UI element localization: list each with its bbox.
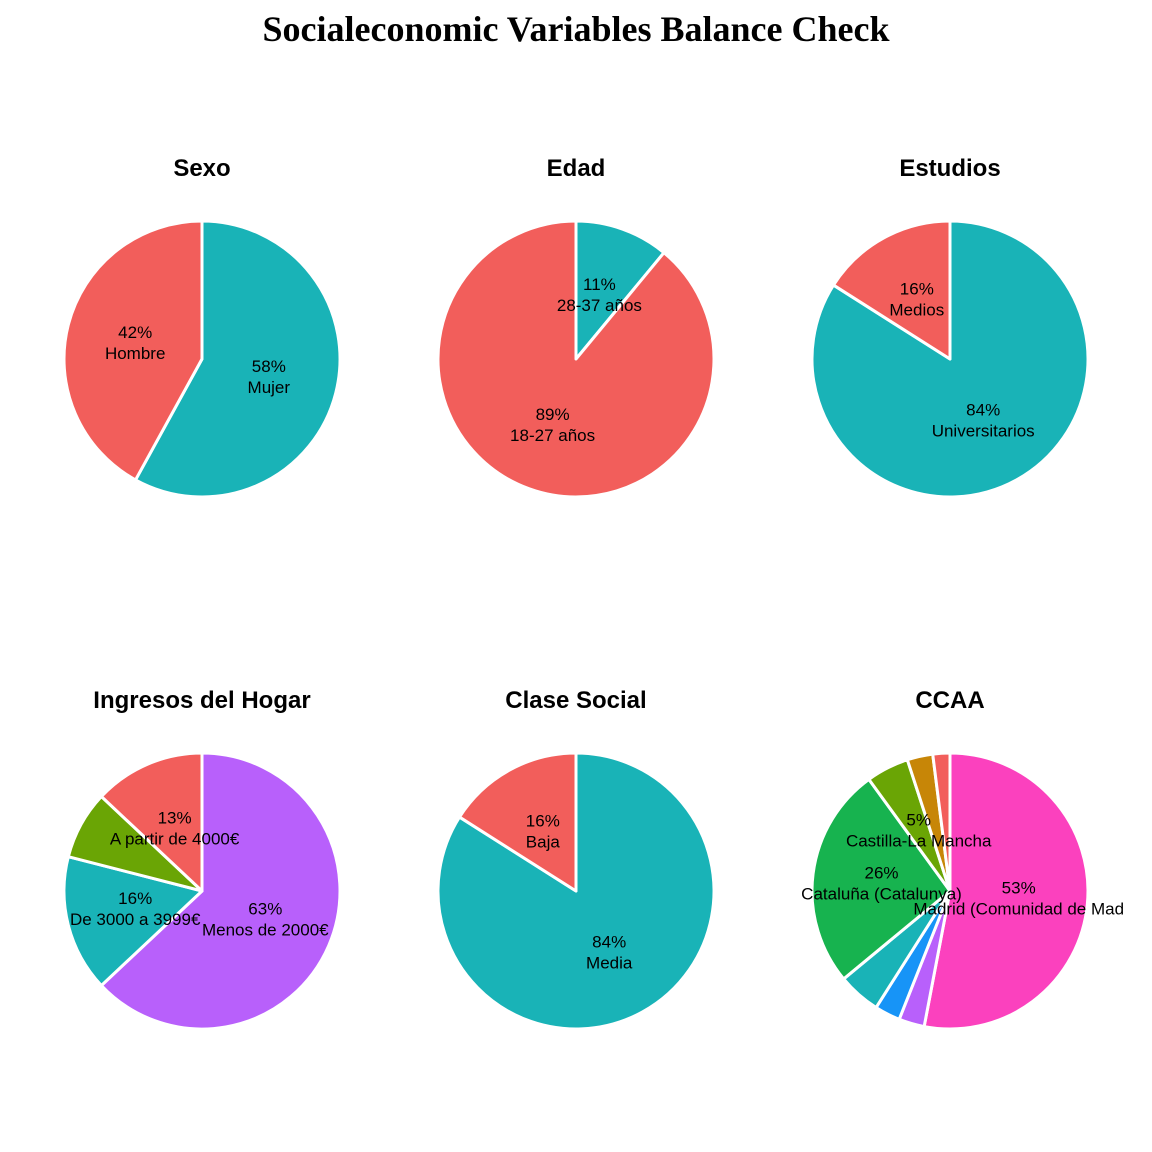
slice-category-label: Cataluña (Catalunya): [801, 884, 962, 903]
slice-category-label: De 3000 a 3999€: [70, 910, 201, 929]
slice-percent-label: 16%: [526, 812, 560, 831]
pie-ccaa: CCAA 53% Madrid (Comunidad de Mad 26% Catalu…: [801, 687, 1124, 1031]
slice-category-label: 18-27 años: [510, 426, 595, 445]
slice-percent-label: 89%: [536, 405, 570, 424]
pie-sexo: Sexo 58% Mujer 42% Hombre: [62, 155, 342, 499]
slice-percent-label: 53%: [1002, 879, 1036, 898]
slice-percent-label: 84%: [966, 401, 1000, 420]
chart-title: Socialeconomic Variables Balance Check: [262, 9, 890, 49]
slice-category-label: A partir de 4000€: [110, 830, 240, 849]
slice-medios: [831, 219, 952, 361]
slice-percent-label: 16%: [900, 280, 934, 299]
slice-category-label: Castilla-La Mancha: [846, 832, 992, 851]
slice-percent-label: 16%: [118, 889, 152, 908]
slice-category-label: Madrid (Comunidad de Mad: [913, 900, 1124, 919]
slice-category-label: Hombre: [105, 344, 165, 363]
slice-baja: [457, 751, 578, 893]
slice-mujer: [134, 219, 342, 499]
pie-title: CCAA: [915, 687, 984, 714]
slice-menos-de-2000: [99, 751, 342, 1031]
slice-percent-label: 5%: [906, 811, 931, 830]
slice-percent-label: 13%: [158, 809, 192, 828]
pie-title: Estudios: [899, 155, 1000, 182]
pie-title: Edad: [547, 155, 606, 182]
slice-category-label: Baja: [526, 833, 561, 852]
slice-category-label: Mujer: [248, 378, 291, 397]
slice-percent-label: 63%: [248, 899, 282, 918]
slice-category-label: Medios: [889, 301, 944, 320]
slice-category-label: 28-37 años: [557, 296, 642, 315]
slice-18-27-anos: [436, 219, 716, 499]
pie-title: Clase Social: [505, 687, 646, 714]
slice-28-37-anos: [574, 219, 666, 361]
slice-category-label: Menos de 2000€: [202, 920, 329, 939]
slice-percent-label: 11%: [583, 275, 616, 294]
pie-clase-social: Clase Social 84% Media 16% Baja: [436, 687, 716, 1031]
pie-estudios: Estudios 84% Universitarios 16% Medios: [810, 155, 1090, 499]
slice-a-partir-de-4000: [99, 751, 204, 893]
slice-de-3000-a-3999: [62, 855, 204, 987]
slice-media: [436, 751, 716, 1031]
slice-percent-label: 84%: [592, 933, 626, 952]
slice-category-label: Universitarios: [932, 422, 1035, 441]
pie-title: Sexo: [173, 155, 230, 182]
slice-cataluna-catalunya: [810, 777, 952, 981]
slice-percent-label: 26%: [864, 863, 898, 882]
slice-hombre: [62, 219, 204, 482]
pie-ingresos-del-hogar: Ingresos del Hogar 63% Menos de 2000€ 16% De…: [62, 687, 342, 1031]
slice-universitarios: [810, 219, 1090, 499]
slice-percent-label: 42%: [118, 323, 152, 342]
slice-percent-label: 58%: [252, 357, 286, 376]
slice-madrid-comunidad-de-mad: [922, 751, 1090, 1031]
slice-segment-7: [931, 751, 952, 893]
pie-title: Ingresos del Hogar: [93, 687, 310, 714]
slice-category-label: Media: [586, 954, 633, 973]
pie-edad: Edad 11% 28-37 años 89% 18-27 años: [436, 155, 716, 499]
